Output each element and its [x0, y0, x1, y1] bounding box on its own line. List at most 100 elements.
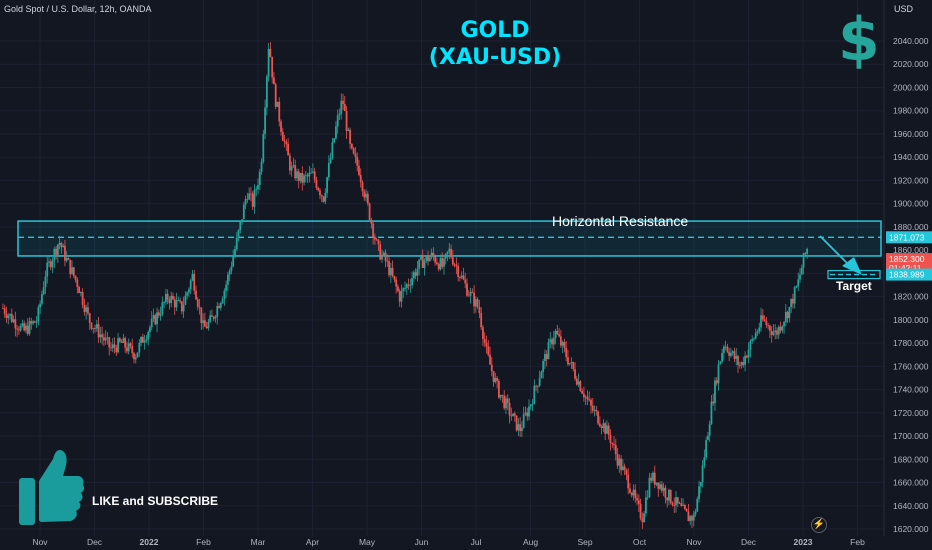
candle-body [721, 352, 723, 362]
candle-body [515, 415, 518, 431]
candle-body [618, 458, 621, 466]
candle-body [524, 412, 527, 415]
candle-body [574, 369, 576, 379]
candle-body [294, 165, 297, 179]
candle-body [253, 189, 256, 207]
candle-body [685, 508, 688, 512]
x-tick-label: Jun [415, 537, 429, 547]
candle-body [273, 77, 275, 85]
overlays [819, 235, 881, 280]
x-tick-label: 2022 [140, 537, 159, 547]
price-label: 1852.300 [886, 253, 932, 266]
candle-body [315, 179, 318, 188]
candle-body [563, 342, 566, 348]
candle-body [776, 330, 778, 335]
candle-body [792, 298, 794, 304]
target-arrowhead [842, 257, 862, 275]
candle-body [572, 362, 575, 370]
candle-body [600, 426, 603, 429]
candle-body [765, 320, 768, 326]
candle-body [39, 303, 42, 308]
candle-body [370, 219, 373, 224]
candle-body [251, 193, 254, 207]
candle-body [365, 194, 367, 198]
candle-body [551, 339, 553, 345]
candle-body [375, 239, 378, 241]
candle-body [402, 288, 405, 291]
candle-body [280, 121, 282, 132]
candle-body [297, 171, 300, 181]
candle-body [501, 394, 504, 396]
candle-body [629, 488, 631, 493]
candle-body [710, 401, 713, 425]
candle-body [257, 185, 259, 190]
candle-body [793, 287, 796, 304]
candle-body [288, 155, 291, 171]
candle-body [356, 156, 359, 166]
time-axis[interactable]: Nov Dec 2022 Feb Mar Apr May Jun Jul Aug Sep Oct Nov… [32, 537, 865, 547]
candle-body [726, 346, 729, 352]
candle-body [76, 279, 79, 288]
candle-body [62, 245, 65, 248]
candle-body [717, 364, 720, 384]
candle-body [728, 351, 731, 356]
candle-body [559, 336, 562, 346]
candle-body [111, 344, 114, 349]
candle-body [768, 325, 771, 331]
candle-body [466, 283, 468, 296]
candle-body [777, 326, 780, 335]
candle-body [409, 285, 412, 287]
candle-body [745, 355, 748, 358]
candle-body [113, 344, 116, 348]
candle-body [152, 315, 155, 319]
candle-body [333, 138, 336, 143]
price-axis[interactable]: 1620.000 1640.000 1660.000 1680.000 1700.000… [883, 0, 932, 536]
candle-body [239, 221, 242, 231]
candle-body [193, 273, 196, 291]
candle-body [767, 325, 770, 326]
candle-body [643, 513, 646, 523]
candle-body [384, 252, 387, 261]
candle-body [650, 477, 653, 481]
candle-body [237, 230, 240, 238]
candle-body [588, 399, 591, 401]
candle-body [522, 414, 525, 428]
candle-body [141, 336, 144, 343]
candle-body [182, 304, 185, 312]
candle-body [14, 319, 17, 329]
candle-body [106, 337, 109, 339]
candle-body [23, 323, 26, 331]
candle-body [319, 190, 321, 196]
candle-body [379, 244, 382, 260]
candle-body [67, 258, 70, 260]
candle-body [248, 193, 251, 200]
candle-body [296, 171, 298, 179]
candle-body [657, 482, 660, 489]
candle-body [388, 261, 390, 276]
candle-body [730, 352, 732, 356]
candle-body [621, 466, 624, 471]
candle-body [118, 338, 121, 342]
candle-body [189, 280, 192, 290]
candle-body [703, 457, 706, 466]
candle-body [797, 279, 800, 287]
candle-body [779, 326, 782, 331]
candle-body [544, 354, 546, 362]
candle-body [604, 423, 607, 434]
candle-body [290, 166, 293, 171]
candle-body [552, 338, 555, 345]
candle-body [689, 516, 692, 522]
candle-body [17, 329, 20, 331]
candle-body [175, 300, 178, 308]
candle-body [568, 363, 571, 365]
candle-body [467, 295, 470, 297]
candle-body [786, 311, 789, 319]
candle-body [620, 458, 623, 471]
candle-body [714, 380, 716, 404]
candle-body [322, 196, 325, 202]
candle-body [138, 342, 141, 353]
candle-body [306, 175, 309, 177]
tradingview-logo-icon[interactable]: ⚡ [811, 517, 827, 533]
price-label-text: 01:42:11 [889, 263, 922, 273]
